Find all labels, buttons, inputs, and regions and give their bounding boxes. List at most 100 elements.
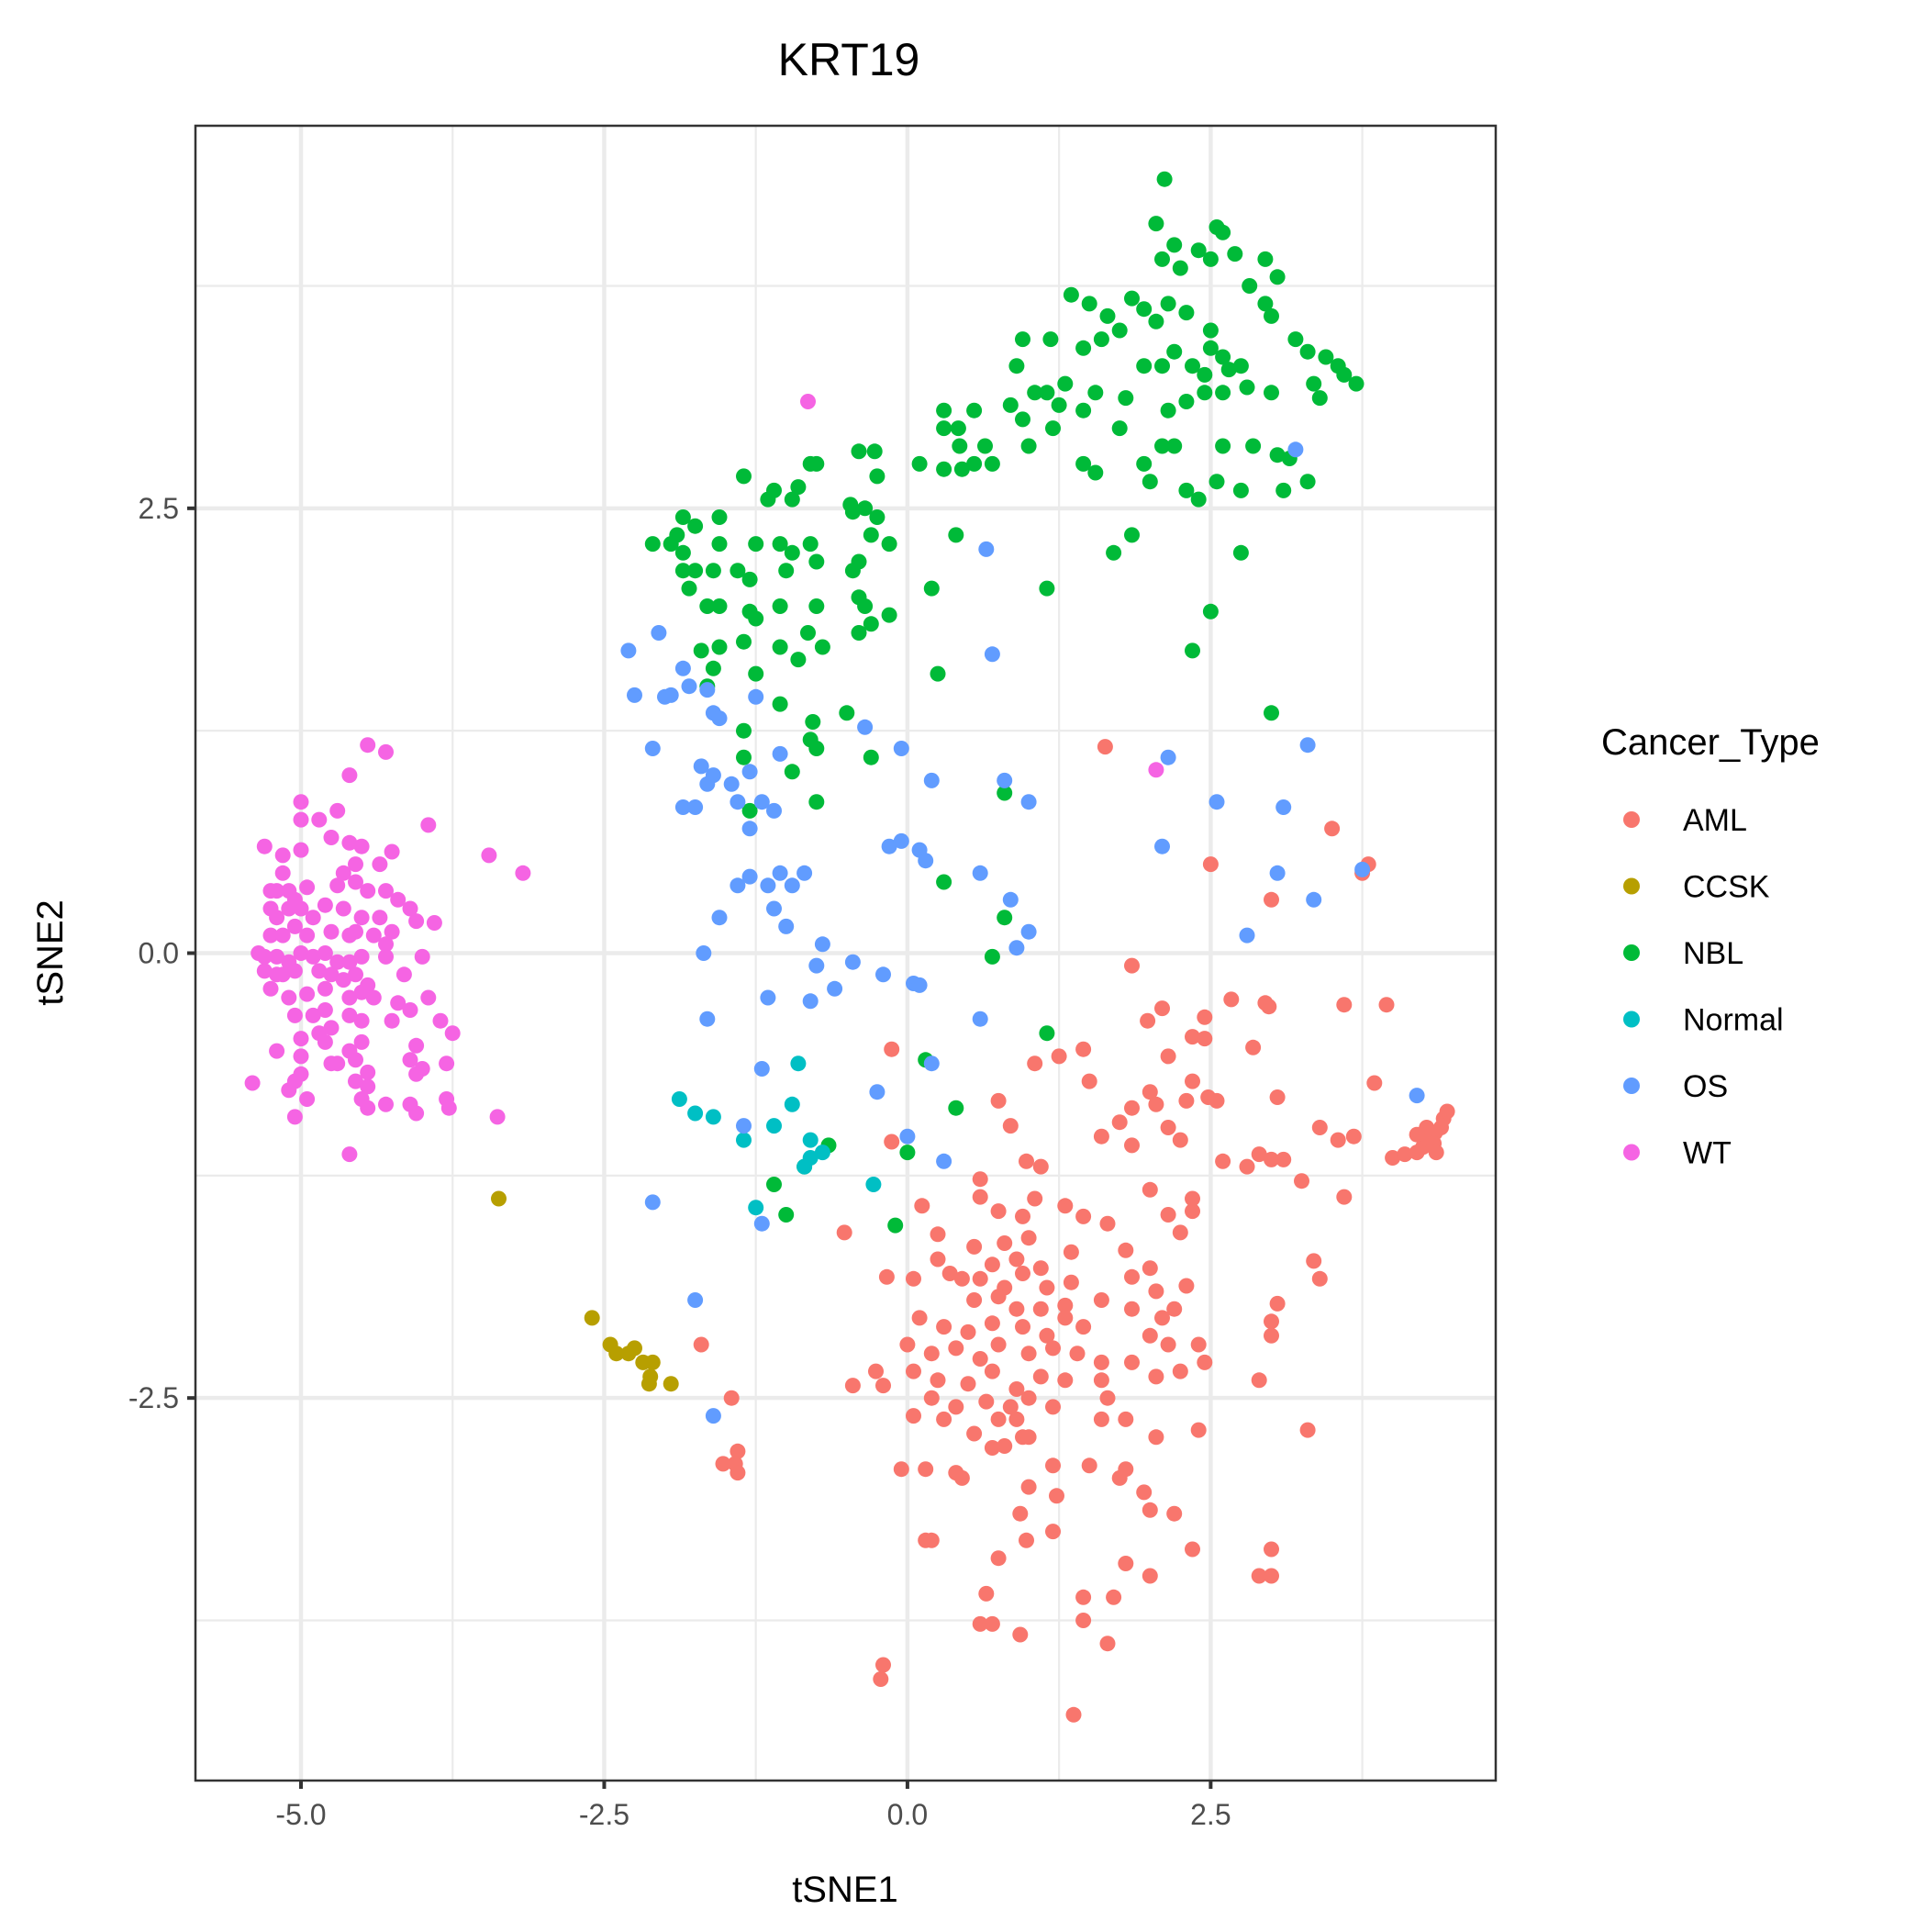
- data-point: [972, 1270, 988, 1287]
- data-point: [408, 1105, 425, 1122]
- data-point: [1148, 1096, 1164, 1112]
- data-point: [723, 1390, 740, 1406]
- data-point: [1160, 1336, 1176, 1353]
- data-point: [1015, 331, 1030, 348]
- data-point: [1264, 891, 1279, 908]
- data-point: [348, 966, 363, 983]
- data-point: [936, 420, 952, 437]
- data-point: [1264, 385, 1279, 401]
- data-point: [1039, 1279, 1055, 1296]
- data-point: [893, 832, 909, 849]
- data-point: [584, 1310, 600, 1326]
- data-point: [1012, 1505, 1029, 1522]
- data-point: [875, 1378, 891, 1394]
- data-point: [341, 767, 358, 784]
- series-wt: [244, 394, 1164, 1163]
- data-point: [1264, 1151, 1279, 1167]
- data-point: [1215, 1153, 1231, 1169]
- data-point: [402, 1002, 418, 1018]
- data-point: [335, 900, 351, 917]
- data-point: [857, 719, 874, 735]
- data-point: [286, 1007, 303, 1023]
- data-point: [1148, 762, 1164, 778]
- data-point: [796, 1158, 813, 1175]
- data-point: [444, 1025, 461, 1042]
- x-tick-label: -5.0: [275, 1798, 326, 1831]
- data-point: [305, 1007, 321, 1023]
- data-point: [802, 1132, 819, 1148]
- data-point: [878, 1268, 895, 1285]
- data-point: [1118, 1556, 1134, 1571]
- data-point: [1269, 1089, 1286, 1105]
- data-point: [269, 948, 285, 965]
- legend-label: NBL: [1683, 936, 1743, 971]
- data-point: [1287, 441, 1304, 458]
- data-point: [1020, 923, 1037, 940]
- data-point: [1057, 1198, 1074, 1214]
- data-point: [687, 799, 704, 815]
- data-point: [305, 948, 321, 965]
- data-point: [1106, 544, 1122, 561]
- data-point: [766, 802, 782, 819]
- data-point: [687, 563, 704, 579]
- data-point: [906, 1363, 921, 1379]
- data-point: [844, 504, 861, 520]
- data-point: [1190, 1336, 1207, 1353]
- data-point: [1008, 1301, 1025, 1317]
- data-point: [1156, 171, 1173, 187]
- data-point: [1261, 999, 1277, 1015]
- data-point: [687, 518, 704, 534]
- data-point: [1409, 1088, 1425, 1104]
- data-point: [930, 1372, 946, 1389]
- data-point: [1166, 1301, 1183, 1317]
- data-point: [1318, 349, 1334, 365]
- data-point: [395, 966, 412, 983]
- data-point: [930, 1226, 946, 1243]
- data-point: [1008, 358, 1025, 374]
- data-point: [893, 1461, 909, 1478]
- data-point: [808, 794, 825, 810]
- data-point: [696, 945, 712, 961]
- data-point: [978, 541, 995, 557]
- data-point: [1142, 1568, 1158, 1584]
- data-point: [1118, 1242, 1134, 1258]
- data-point: [960, 1323, 976, 1340]
- data-point: [1081, 296, 1097, 312]
- data-point: [657, 688, 673, 705]
- data-point: [1227, 246, 1243, 262]
- data-point: [875, 966, 891, 983]
- data-point: [1336, 366, 1353, 383]
- data-point: [805, 714, 821, 730]
- data-point: [711, 536, 728, 553]
- data-point: [1020, 1429, 1037, 1446]
- data-point: [772, 598, 788, 614]
- data-point: [262, 927, 279, 944]
- data-point: [990, 1289, 1007, 1305]
- data-point: [784, 877, 800, 894]
- data-point: [286, 963, 303, 979]
- data-point: [317, 945, 333, 961]
- data-point: [952, 438, 968, 454]
- data-point: [1202, 603, 1219, 620]
- data-point: [1245, 438, 1262, 454]
- data-point: [753, 794, 770, 810]
- data-point: [1111, 420, 1128, 437]
- data-point: [711, 598, 728, 614]
- data-point: [1099, 1390, 1116, 1406]
- data-point: [1202, 856, 1219, 873]
- data-point: [948, 527, 964, 543]
- data-point: [1099, 307, 1116, 324]
- data-point: [1039, 1025, 1055, 1042]
- data-point: [778, 918, 795, 934]
- data-point: [365, 927, 382, 944]
- data-point: [1020, 1479, 1037, 1495]
- data-point: [244, 1075, 261, 1091]
- data-point: [1008, 1411, 1025, 1427]
- data-point: [644, 1194, 661, 1211]
- data-point: [1065, 1706, 1082, 1723]
- data-point: [1020, 1230, 1037, 1246]
- data-point: [699, 776, 716, 792]
- data-point: [1075, 455, 1092, 472]
- data-point: [1306, 1253, 1322, 1269]
- data-point: [1063, 1274, 1079, 1290]
